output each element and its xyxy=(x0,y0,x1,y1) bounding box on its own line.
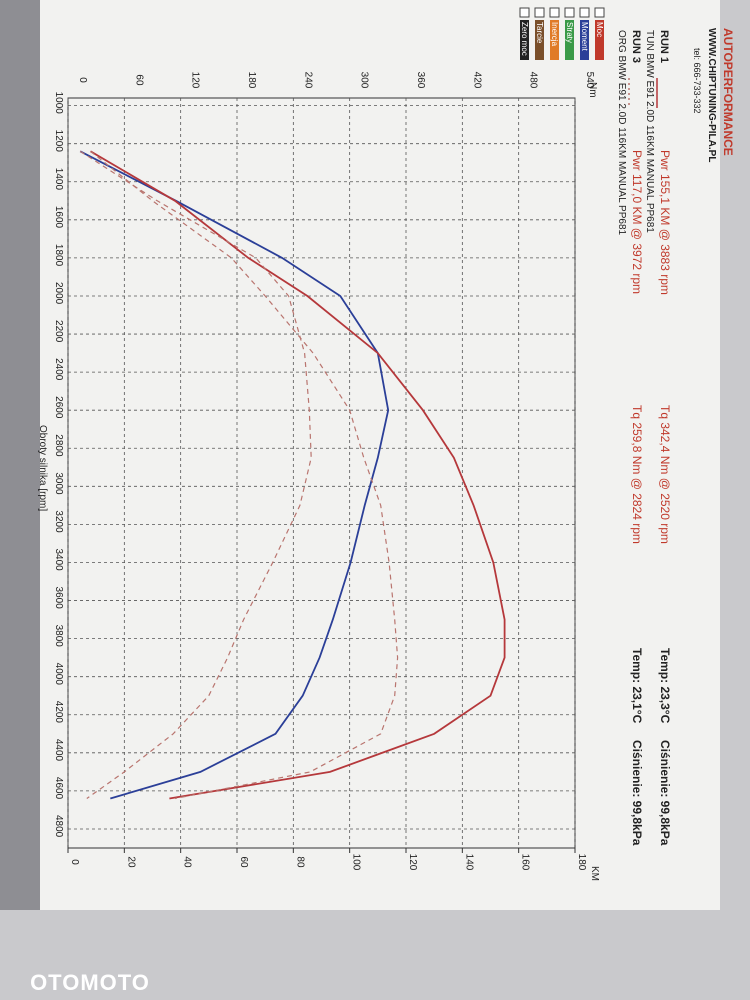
y-tick-label: 60 xyxy=(133,74,144,86)
x-tick-label: 3200 xyxy=(53,510,64,533)
option-color xyxy=(580,20,589,60)
run-torque: Tq 342,4 Nm @ 2520 rpm xyxy=(658,405,672,544)
run-label: RUN 3 xyxy=(630,30,642,63)
option-color xyxy=(535,20,544,60)
x-tick-label: 1600 xyxy=(53,206,64,229)
y-tick-label: 0 xyxy=(77,77,88,83)
x-tick-label: 2200 xyxy=(53,320,64,343)
paper-edge xyxy=(0,0,40,910)
option-checkbox xyxy=(594,7,605,18)
y-tick-label: 240 xyxy=(302,72,313,89)
paper xyxy=(40,0,720,910)
run-temp: Temp: 23,3°C xyxy=(658,648,672,724)
y2-tick-label: 60 xyxy=(238,856,249,868)
y2-tick-label: 20 xyxy=(125,856,136,868)
x-tick-label: 1200 xyxy=(53,130,64,153)
company: AUTOPERFORMANCE xyxy=(721,28,735,156)
option-label: Tarcie xyxy=(535,22,544,44)
option-color xyxy=(595,20,604,60)
y2-tick-label: 80 xyxy=(294,856,305,868)
y-tick-label: 540 xyxy=(584,72,595,89)
y-tick-label: 300 xyxy=(359,72,370,89)
option-checkbox xyxy=(519,7,530,18)
option-label: Inercja xyxy=(550,22,559,47)
option-checkbox xyxy=(564,7,575,18)
website: WWW.CHIPTUNING-PILA.PL xyxy=(706,28,717,162)
y2-tick-label: 100 xyxy=(351,854,362,871)
y-tick-label: 480 xyxy=(528,72,539,89)
x-tick-label: 4400 xyxy=(53,739,64,762)
run-torque: Tq 259,8 Nm @ 2824 rpm xyxy=(630,405,644,544)
option-checkbox xyxy=(549,7,560,18)
y2-tick-label: 160 xyxy=(520,854,531,871)
option-checkbox xyxy=(534,7,545,18)
option-color xyxy=(550,20,559,60)
y-tick-label: 360 xyxy=(415,72,426,89)
y2-tick-label: 120 xyxy=(407,854,418,871)
run-temp: Temp: 23,1°C xyxy=(630,648,644,724)
x-tick-label: 1000 xyxy=(53,92,64,115)
y-tick-label: 120 xyxy=(190,72,201,89)
x-tick-label: 3400 xyxy=(53,548,64,571)
option-label: Zero moc xyxy=(520,22,529,56)
run-power: Pwr 155,1 KM @ 3883 rpm xyxy=(658,150,672,295)
x-tick-label: 4600 xyxy=(53,777,64,800)
run-pressure: Ciśnienie: 99,8kPa xyxy=(658,740,672,846)
y2-tick-label: 180 xyxy=(576,854,587,871)
y-tick-label: 180 xyxy=(246,72,257,89)
run-pressure: Ciśnienie: 99,8kPa xyxy=(630,740,644,846)
run-label: RUN 1 xyxy=(658,30,670,63)
run-description: ORG BMW E91 2.0D 116KM MANUAL PP681 xyxy=(616,30,627,236)
x-tick-label: 2600 xyxy=(53,396,64,419)
y-tick-label: 420 xyxy=(471,72,482,89)
y2-tick-label: 40 xyxy=(182,856,193,868)
x-tick-label: 2800 xyxy=(53,434,64,457)
option-checkbox xyxy=(579,7,590,18)
x-axis-label: Obroty silnika [rpm] xyxy=(37,425,48,511)
option-label: Moc xyxy=(595,22,604,37)
x-tick-label: 3000 xyxy=(53,472,64,495)
x-tick-label: 1400 xyxy=(53,168,64,191)
option-color xyxy=(565,20,574,60)
phone: tel: 666-733-332 xyxy=(692,48,702,114)
y2-axis-label: KM xyxy=(589,866,600,881)
x-tick-label: 2000 xyxy=(53,282,64,305)
x-tick-label: 4800 xyxy=(53,815,64,838)
y2-tick-label: 0 xyxy=(69,859,80,865)
x-tick-label: 4200 xyxy=(53,701,64,724)
series-line xyxy=(79,150,312,799)
series-line xyxy=(90,150,399,800)
series-line xyxy=(79,150,390,800)
x-tick-label: 4000 xyxy=(53,663,64,686)
option-color xyxy=(520,20,529,60)
x-tick-label: 3600 xyxy=(53,587,64,610)
x-tick-label: 1800 xyxy=(53,244,64,267)
run-description: TUN BMW E91 2.0D 116KM MANUAL PP681 xyxy=(644,30,655,233)
y-axis-label: Nm xyxy=(587,82,598,98)
option-label: Moment xyxy=(580,22,589,52)
x-tick-label: 2400 xyxy=(53,358,64,381)
watermark: OTOMOTO xyxy=(30,970,150,995)
option-label: Straty xyxy=(565,22,574,43)
y2-tick-label: 140 xyxy=(463,854,474,871)
series-line xyxy=(90,150,506,800)
run-power: Pwr 117,0 KM @ 3972 rpm xyxy=(630,150,644,294)
x-tick-label: 3800 xyxy=(53,625,64,648)
